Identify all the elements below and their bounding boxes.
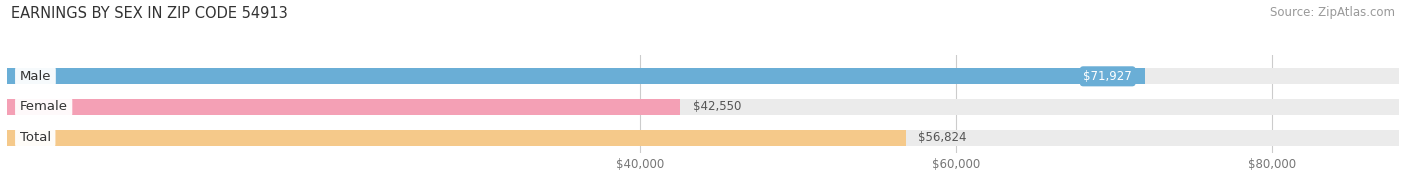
Text: Female: Female <box>20 100 67 113</box>
Bar <box>7 130 1399 145</box>
Text: Total: Total <box>20 131 51 144</box>
Text: EARNINGS BY SEX IN ZIP CODE 54913: EARNINGS BY SEX IN ZIP CODE 54913 <box>11 6 288 21</box>
Bar <box>7 68 1144 84</box>
Bar <box>7 99 1399 115</box>
Bar <box>7 99 681 115</box>
Text: Source: ZipAtlas.com: Source: ZipAtlas.com <box>1270 6 1395 19</box>
Text: $56,824: $56,824 <box>918 131 967 144</box>
Text: $71,927: $71,927 <box>1084 70 1132 83</box>
Bar <box>7 68 1399 84</box>
Text: $42,550: $42,550 <box>693 100 741 113</box>
Bar <box>7 130 905 145</box>
Text: Male: Male <box>20 70 51 83</box>
